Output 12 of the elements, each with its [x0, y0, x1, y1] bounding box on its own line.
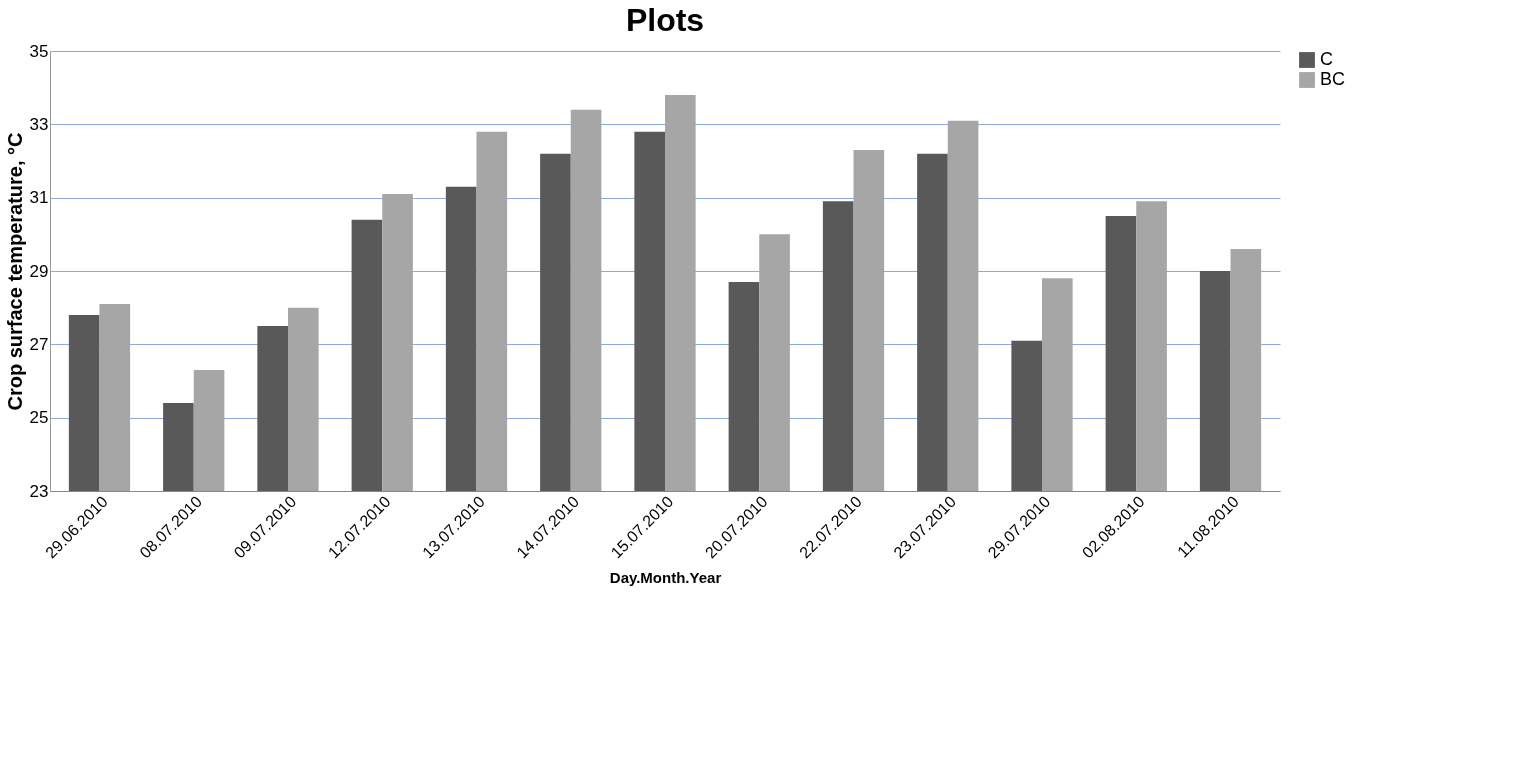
y-axis-title: Crop surface temperature, °C [3, 132, 26, 411]
chart-title: Plots [625, 2, 705, 38]
y-tick-label: 35 [29, 41, 49, 61]
y-tick-label: 27 [29, 334, 49, 354]
y-tick-label: 33 [29, 114, 49, 134]
y-tick-label: 25 [29, 408, 49, 428]
legend-label: C [1320, 49, 1333, 69]
x-axis-title: Day.Month.Year [609, 569, 722, 587]
y-tick-label: 31 [29, 188, 49, 208]
y-tick-label: 29 [29, 261, 49, 281]
y-tick-label: 23 [29, 481, 49, 501]
legend-label: BC [1320, 69, 1346, 89]
